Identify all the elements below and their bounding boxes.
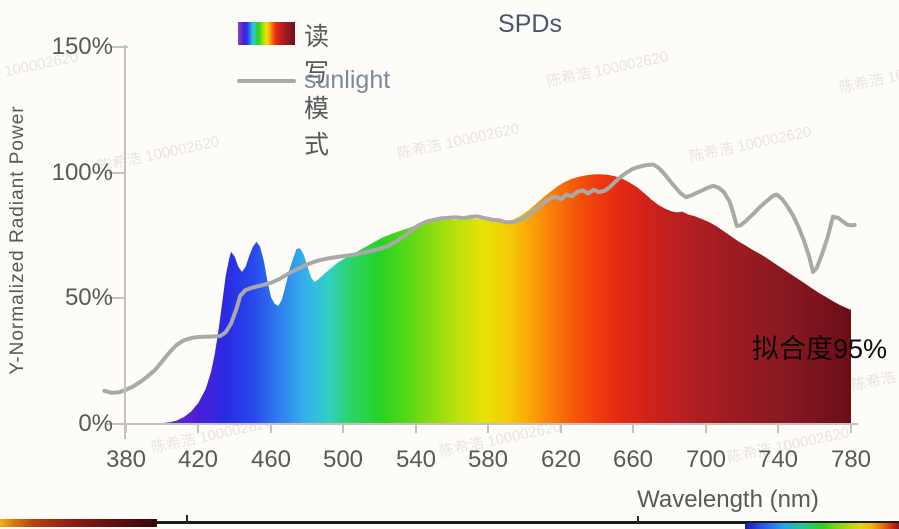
x-tick-mark (125, 424, 127, 433)
x-tick-label-420: 420 (177, 446, 219, 473)
x-tick-label-380: 380 (105, 446, 147, 473)
x-tick-label-700: 700 (685, 446, 727, 473)
bottom-left-colorbar (0, 519, 157, 527)
spectrum-area (126, 174, 851, 424)
y-tick-mark (112, 46, 128, 48)
chart-title: SPDs (498, 10, 562, 38)
x-tick-mark (632, 424, 634, 433)
bottom-rainbow-colorbar (745, 523, 899, 529)
x-tick-label-460: 460 (250, 446, 292, 473)
x-tick-label-620: 620 (540, 446, 582, 473)
x-axis-title: Wavelength (nm) (637, 486, 819, 513)
y-tick-label-0: 0% (78, 410, 113, 437)
sunlight-line (102, 162, 857, 395)
legend-label-sunlight: sunlight (304, 66, 391, 94)
x-tick-mark (777, 424, 779, 433)
x-tick-label-740: 740 (757, 446, 799, 473)
y-axis-line (124, 45, 126, 439)
y-tick-label-50: 50% (64, 284, 113, 311)
bottom-tick (637, 516, 639, 523)
legend-swatch-spectrum (238, 22, 295, 45)
legend-swatch-sunlight (237, 79, 296, 83)
x-tick-mark (487, 424, 489, 433)
x-axis-line (107, 423, 858, 425)
legend-label-spectrum: 读写模式 (304, 23, 332, 159)
bottom-tick (186, 515, 188, 522)
x-tick-mark (705, 424, 707, 433)
x-tick-mark (560, 424, 562, 433)
x-tick-label-500: 500 (322, 446, 364, 473)
bottom-divider-line (155, 521, 899, 524)
fit-annotation: 拟合度95% (752, 334, 888, 364)
y-tick-label-150: 150% (51, 33, 113, 60)
x-tick-mark (270, 424, 272, 433)
x-tick-label-780: 780 (830, 446, 872, 473)
y-axis-title: Y-Normalized Radiant Power (7, 105, 28, 375)
x-tick-mark (415, 424, 417, 433)
y-tick-label-100: 100% (51, 159, 113, 186)
y-tick-mark (109, 423, 125, 425)
y-tick-mark (109, 297, 125, 299)
x-tick-label-660: 660 (612, 446, 654, 473)
x-tick-label-580: 580 (467, 446, 509, 473)
x-tick-label-540: 540 (395, 446, 437, 473)
y-tick-mark (109, 172, 125, 174)
x-tick-mark (342, 424, 344, 433)
x-tick-mark (197, 424, 199, 433)
x-tick-mark (850, 424, 852, 433)
